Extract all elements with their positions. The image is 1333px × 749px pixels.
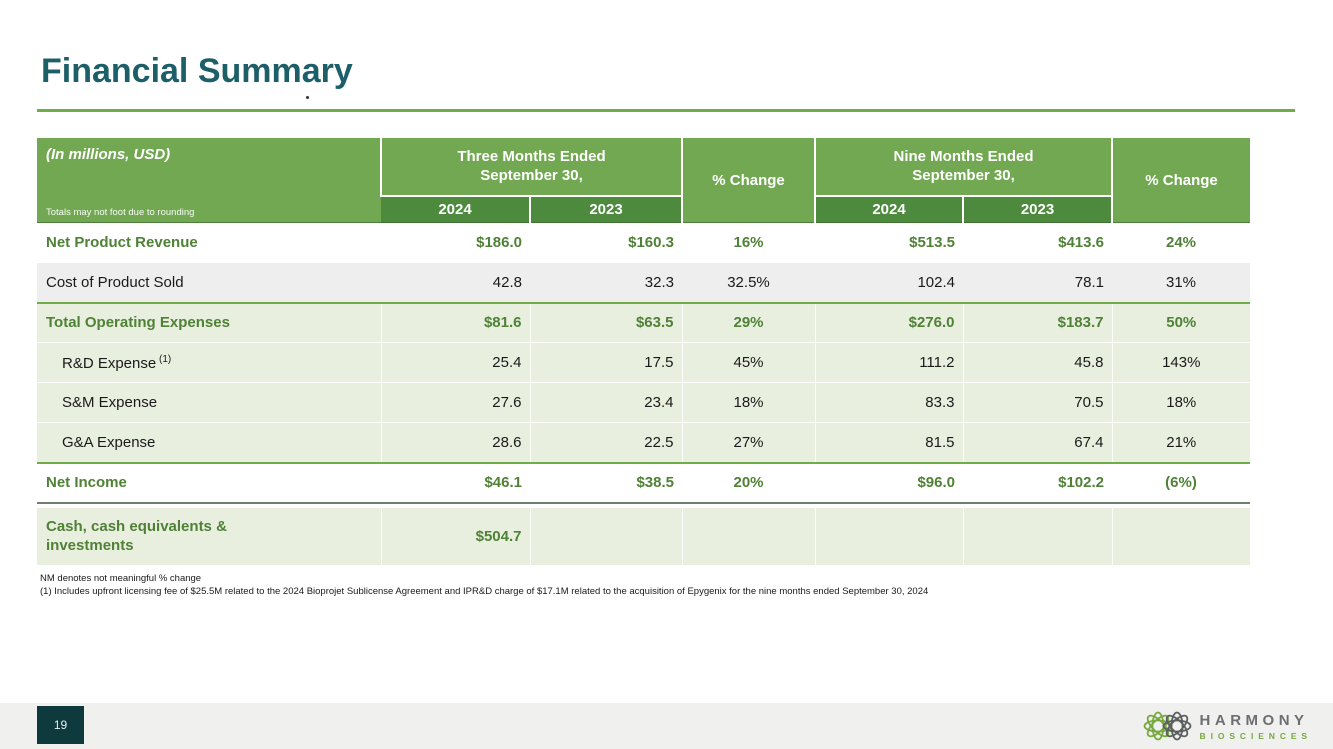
row-label: G&A Expense	[37, 422, 381, 463]
amount-value: $513.5	[815, 222, 963, 263]
nine-months-line2: September 30,	[912, 166, 1015, 184]
three-months-line2: September 30,	[480, 166, 583, 184]
amount-value: 22.5	[529, 422, 682, 463]
amount-value: $183.7	[962, 301, 1112, 343]
amount-value: $96.0	[815, 461, 963, 504]
pct-change-value: 32.5%	[682, 262, 815, 303]
amount-value: 27.6	[380, 382, 530, 423]
amount-value: $413.6	[963, 222, 1112, 263]
amount-value	[962, 507, 1112, 565]
three-months-line1: Three Months Ended	[457, 147, 606, 165]
table-row: Net Income $46.1 $38.5 20% $96.0 $102.2 (6%)	[37, 461, 1250, 504]
amount-value	[814, 507, 963, 565]
amount-value: $102.2	[963, 461, 1112, 504]
amount-value: 45.8	[962, 342, 1112, 383]
row-label: S&M Expense	[37, 382, 381, 423]
amount-value: 81.5	[814, 422, 963, 463]
amount-value: $160.3	[530, 222, 682, 263]
row-label: Total Operating Expenses	[37, 301, 381, 343]
units-label: (In millions, USD)	[46, 146, 171, 163]
pct-change-value: 24%	[1112, 222, 1250, 263]
amount-value: $38.5	[530, 461, 682, 504]
pct-change-header-q3: % Change	[681, 138, 815, 223]
amount-value: 70.5	[962, 382, 1112, 423]
amount-value: 42.8	[381, 262, 530, 303]
pct-change-value: 31%	[1112, 262, 1250, 303]
year-2023-ytd: 2023	[962, 195, 1112, 224]
table-row: S&M Expense 27.6 23.4 18% 83.3 70.5 18%	[37, 382, 1250, 423]
logo-text: HARMONY BIOSCIENCES	[1200, 712, 1312, 741]
footnotes: NM denotes not meaningful % change (1) I…	[40, 572, 928, 599]
footer-strip: 19 HARMONY BIOSCIENCES	[0, 703, 1333, 749]
amount-value: 83.3	[814, 382, 963, 423]
pct-change-value: 18%	[681, 382, 815, 423]
page-number-badge: 19	[37, 706, 84, 744]
nine-months-line1: Nine Months Ended	[893, 147, 1034, 165]
year-2023-q3: 2023	[529, 195, 682, 224]
table-row: G&A Expense 28.6 22.5 27% 81.5 67.4 21%	[37, 422, 1250, 463]
logo-name: HARMONY	[1199, 711, 1309, 729]
amount-value: $276.0	[814, 301, 963, 343]
footnote-nm: NM denotes not meaningful % change	[40, 573, 202, 584]
year-2024-ytd: 2024	[814, 195, 963, 224]
table-row: Cost of Product Sold 42.8 32.3 32.5% 102.4 78…	[37, 262, 1250, 303]
amount-value: 28.6	[380, 422, 530, 463]
logo-subname: BIOSCIENCES	[1199, 730, 1312, 741]
amount-value: 67.4	[962, 422, 1112, 463]
amount-value: $504.7	[380, 507, 530, 565]
pct-change-value: (6%)	[1112, 461, 1250, 504]
table-row: R&D Expense (1) 25.4 17.5 45% 111.2 45.8 143%	[37, 342, 1250, 383]
amount-value: $81.6	[380, 301, 530, 343]
amount-value: 111.2	[814, 342, 963, 383]
pct-change-value: 45%	[681, 342, 815, 383]
pct-change-value: 143%	[1111, 342, 1250, 383]
amount-value: 102.4	[815, 262, 963, 303]
pct-change-value	[681, 507, 815, 565]
amount-value: $46.1	[381, 461, 530, 504]
page-number: 19	[53, 718, 68, 732]
three-months-header: Three Months Ended September 30,	[380, 138, 682, 197]
table-header: (In millions, USD) Totals may not foot d…	[37, 138, 1250, 224]
amount-value: $63.5	[529, 301, 682, 343]
financial-summary-table: (In millions, USD) Totals may not foot d…	[37, 138, 1250, 565]
corner-cell: (In millions, USD) Totals may not foot d…	[37, 138, 381, 223]
nine-months-header: Nine Months Ended September 30,	[814, 138, 1112, 197]
row-spacer	[37, 502, 1250, 508]
pct-change-value: 21%	[1111, 422, 1250, 463]
table-body: Net Product Revenue $186.0 $160.3 16% $513.5…	[37, 222, 1250, 565]
pct-change-value: 29%	[681, 301, 815, 343]
row-label: Cost of Product Sold	[37, 262, 381, 303]
pct-change-value: 20%	[682, 461, 815, 504]
page-title: Financial Summary	[41, 52, 353, 90]
amount-value: 32.3	[530, 262, 682, 303]
title-underline	[37, 109, 1295, 112]
year-2024-q3: 2024	[381, 195, 530, 224]
amount-value: $186.0	[381, 222, 530, 263]
amount-value	[529, 507, 682, 565]
pct-change-value	[1111, 507, 1250, 565]
table-row: Net Product Revenue $186.0 $160.3 16% $513.5…	[37, 222, 1250, 263]
row-label: Cash, cash equivalents & investments	[37, 507, 381, 565]
row-label: Net Product Revenue	[37, 222, 381, 263]
table-row: Total Operating Expenses $81.6 $63.5 29% $27…	[37, 301, 1250, 343]
amount-value: 25.4	[380, 342, 530, 383]
pct-change-value: 18%	[1111, 382, 1250, 423]
amount-value: 23.4	[529, 382, 682, 423]
pct-change-header-ytd: % Change	[1111, 138, 1250, 223]
knot-logo-icon	[1143, 711, 1191, 741]
row-label: Net Income	[37, 461, 381, 504]
pct-change-value: 16%	[682, 222, 815, 263]
pct-change-value: 50%	[1111, 301, 1250, 343]
pct-change-value: 27%	[681, 422, 815, 463]
footnote-marker: (1)	[156, 353, 172, 365]
footnote-1: (1) Includes upfront licensing fee of $2…	[40, 586, 929, 598]
amount-value: 78.1	[963, 262, 1112, 303]
rounding-note: Totals may not foot due to rounding	[46, 207, 195, 218]
row-label: R&D Expense (1)	[37, 342, 381, 383]
table-row: Cash, cash equivalents & investments $504…	[37, 507, 1250, 565]
amount-value: 17.5	[529, 342, 682, 383]
harmony-logo: HARMONY BIOSCIENCES	[1143, 703, 1312, 749]
stray-period-dot	[306, 96, 309, 99]
